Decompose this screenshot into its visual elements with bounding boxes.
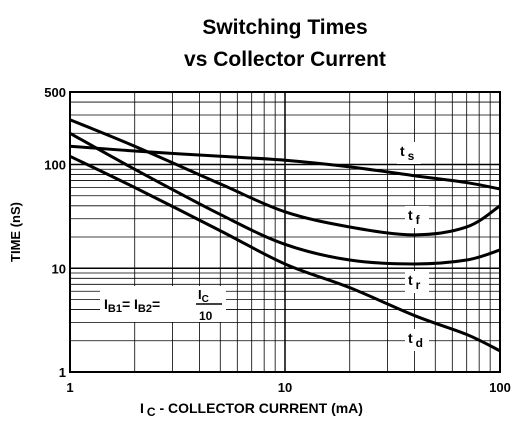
plot-frame [69,91,501,373]
series-label-sub: r [416,278,421,292]
x-label-main: I [140,400,144,416]
ann: C [202,294,209,305]
x-tick-label: 1 [66,380,73,395]
series-label-name: t [408,330,413,346]
ann: I [104,296,108,312]
series-label-sub: d [416,336,423,350]
x-tick-label: 10 [278,380,292,395]
x-label-rest: - COLLECTOR CURRENT (mA) [156,400,363,416]
y-tick-label: 100 [44,158,66,173]
series-label-bg [405,329,429,351]
series-label-name: t [408,207,413,223]
x-tick-label: 100 [489,380,511,395]
y-tick-label: 500 [44,85,66,100]
ann: B2 [138,303,152,315]
y-tick-label: 1 [59,365,66,380]
annotation-text: IB1= IB2= [104,296,160,315]
series-line [69,154,501,353]
series-label-name: t [408,272,413,288]
series-label-bg [405,271,429,293]
annotation-den: 10 [199,309,213,323]
series-line [69,131,501,266]
x-label-sub: C [147,405,156,419]
chart-title: vs Collector Current [184,48,386,71]
ann: I [198,287,202,302]
y-tick-label: 10 [52,261,66,276]
series-label-bg [397,142,421,164]
series-label-sub: f [416,213,421,227]
annotation: IB1= IB2= IC 10 [100,286,226,323]
annotation-num: IC [198,287,209,305]
series-label-bg [405,206,429,228]
ann: B1 [108,303,122,315]
ann: = I [122,296,138,312]
series-label-sub: s [408,149,415,163]
y-axis-label: TIME (nS) [8,202,23,262]
ann: = [152,296,160,312]
chart-title: Switching Times [202,16,367,39]
series-line [69,118,501,237]
series-line [69,144,501,191]
series-label-name: t [400,143,405,159]
